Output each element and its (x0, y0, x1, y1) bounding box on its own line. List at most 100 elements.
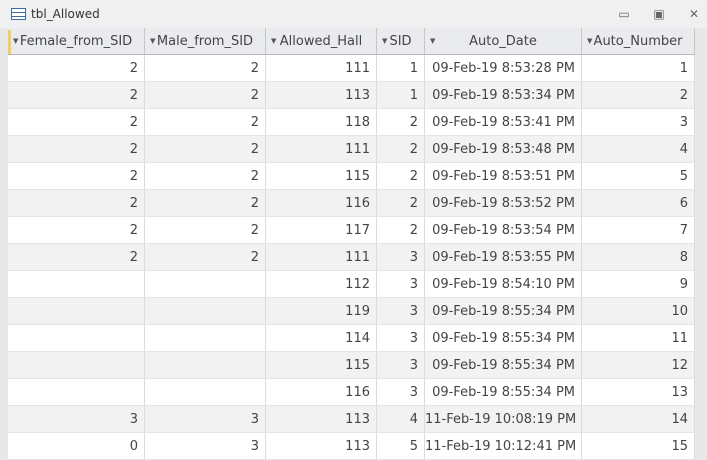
cell-sid[interactable]: 2 (377, 163, 425, 190)
cell-auto-date[interactable]: 11-Feb-19 10:08:19 PM (425, 406, 582, 433)
cell-male-from-sid[interactable]: 2 (145, 109, 266, 136)
cell-female-from-sid[interactable]: 0 (8, 433, 145, 460)
cell-male-from-sid[interactable]: 2 (145, 163, 266, 190)
cell-male-from-sid[interactable]: 2 (145, 190, 266, 217)
cell-auto-number[interactable]: 7 (582, 217, 695, 244)
cell-male-from-sid[interactable] (145, 352, 266, 379)
cell-auto-number[interactable]: 8 (582, 244, 695, 271)
cell-auto-number[interactable]: 11 (582, 325, 695, 352)
cell-auto-date[interactable]: 09-Feb-19 8:55:34 PM (425, 379, 582, 406)
cell-sid[interactable]: 3 (377, 271, 425, 298)
cell-allowed-hall[interactable]: 111 (266, 244, 377, 271)
cell-sid[interactable]: 2 (377, 217, 425, 244)
column-header-sid[interactable]: ▼ SID (377, 28, 425, 55)
cell-allowed-hall[interactable]: 115 (266, 163, 377, 190)
cell-female-from-sid[interactable]: 2 (8, 136, 145, 163)
cell-male-from-sid[interactable]: 2 (145, 136, 266, 163)
column-header-auto-date[interactable]: ▼ Auto_Date (425, 28, 582, 55)
cell-female-from-sid[interactable] (8, 271, 145, 298)
cell-auto-number[interactable]: 14 (582, 406, 695, 433)
cell-allowed-hall[interactable]: 115 (266, 352, 377, 379)
cell-sid[interactable]: 3 (377, 298, 425, 325)
cell-sid[interactable]: 3 (377, 352, 425, 379)
cell-female-from-sid[interactable]: 2 (8, 217, 145, 244)
cell-male-from-sid[interactable]: 2 (145, 55, 266, 82)
cell-sid[interactable]: 2 (377, 136, 425, 163)
cell-auto-date[interactable]: 09-Feb-19 8:53:48 PM (425, 136, 582, 163)
cell-allowed-hall[interactable]: 114 (266, 325, 377, 352)
cell-male-from-sid[interactable] (145, 325, 266, 352)
cell-female-from-sid[interactable] (8, 379, 145, 406)
cell-auto-date[interactable]: 09-Feb-19 8:55:34 PM (425, 352, 582, 379)
cell-allowed-hall[interactable]: 116 (266, 379, 377, 406)
dropdown-arrow-icon[interactable]: ▼ (271, 37, 277, 45)
cell-female-from-sid[interactable] (8, 298, 145, 325)
cell-allowed-hall[interactable]: 111 (266, 55, 377, 82)
cell-auto-number[interactable]: 6 (582, 190, 695, 217)
cell-sid[interactable]: 4 (377, 406, 425, 433)
cell-male-from-sid[interactable] (145, 379, 266, 406)
cell-female-from-sid[interactable]: 3 (8, 406, 145, 433)
cell-sid[interactable]: 3 (377, 325, 425, 352)
dropdown-arrow-icon[interactable]: ▼ (13, 37, 19, 45)
cell-auto-number[interactable]: 5 (582, 163, 695, 190)
cell-allowed-hall[interactable]: 111 (266, 136, 377, 163)
cell-auto-date[interactable]: 09-Feb-19 8:53:28 PM (425, 55, 582, 82)
cell-allowed-hall[interactable]: 117 (266, 217, 377, 244)
cell-auto-date[interactable]: 09-Feb-19 8:55:34 PM (425, 298, 582, 325)
column-header-male-from-sid[interactable]: ▼ Male_from_SID (145, 28, 266, 55)
cell-auto-number[interactable]: 13 (582, 379, 695, 406)
cell-auto-date[interactable]: 09-Feb-19 8:53:41 PM (425, 109, 582, 136)
close-icon[interactable]: ✕ (688, 7, 700, 21)
cell-female-from-sid[interactable]: 2 (8, 163, 145, 190)
dropdown-arrow-icon[interactable]: ▼ (150, 37, 156, 45)
cell-auto-number[interactable]: 12 (582, 352, 695, 379)
minimize-icon[interactable]: ▭ (618, 7, 630, 21)
vertical-scrollbar[interactable] (695, 28, 707, 460)
cell-female-from-sid[interactable]: 2 (8, 55, 145, 82)
cell-auto-number[interactable]: 10 (582, 298, 695, 325)
cell-auto-date[interactable]: 09-Feb-19 8:53:55 PM (425, 244, 582, 271)
cell-auto-number[interactable]: 2 (582, 82, 695, 109)
cell-auto-date[interactable]: 09-Feb-19 8:53:34 PM (425, 82, 582, 109)
cell-sid[interactable]: 1 (377, 82, 425, 109)
cell-sid[interactable]: 3 (377, 244, 425, 271)
cell-female-from-sid[interactable]: 2 (8, 190, 145, 217)
cell-male-from-sid[interactable]: 3 (145, 433, 266, 460)
column-header-female-from-sid[interactable]: ▼ Female_from_SID (8, 28, 145, 55)
cell-allowed-hall[interactable]: 113 (266, 433, 377, 460)
cell-male-from-sid[interactable] (145, 271, 266, 298)
cell-auto-number[interactable]: 9 (582, 271, 695, 298)
cell-auto-date[interactable]: 09-Feb-19 8:54:10 PM (425, 271, 582, 298)
cell-male-from-sid[interactable]: 3 (145, 406, 266, 433)
cell-sid[interactable]: 5 (377, 433, 425, 460)
cell-allowed-hall[interactable]: 119 (266, 298, 377, 325)
cell-female-from-sid[interactable]: 2 (8, 82, 145, 109)
dropdown-arrow-icon[interactable]: ▼ (382, 37, 388, 45)
cell-sid[interactable]: 1 (377, 55, 425, 82)
cell-auto-number[interactable]: 3 (582, 109, 695, 136)
cell-allowed-hall[interactable]: 113 (266, 406, 377, 433)
cell-female-from-sid[interactable]: 2 (8, 244, 145, 271)
cell-auto-date[interactable]: 09-Feb-19 8:53:54 PM (425, 217, 582, 244)
cell-male-from-sid[interactable]: 2 (145, 217, 266, 244)
cell-auto-number[interactable]: 1 (582, 55, 695, 82)
restore-icon[interactable]: ▣ (653, 7, 665, 21)
cell-allowed-hall[interactable]: 112 (266, 271, 377, 298)
cell-male-from-sid[interactable]: 2 (145, 244, 266, 271)
column-header-auto-number[interactable]: ▼ Auto_Number (582, 28, 695, 55)
cell-male-from-sid[interactable]: 2 (145, 82, 266, 109)
cell-auto-date[interactable]: 11-Feb-19 10:12:41 PM (425, 433, 582, 460)
dropdown-arrow-icon[interactable]: ▼ (430, 37, 436, 45)
cell-auto-number[interactable]: 15 (582, 433, 695, 460)
cell-sid[interactable]: 2 (377, 190, 425, 217)
cell-auto-date[interactable]: 09-Feb-19 8:53:52 PM (425, 190, 582, 217)
cell-sid[interactable]: 3 (377, 379, 425, 406)
cell-female-from-sid[interactable]: 2 (8, 109, 145, 136)
cell-sid[interactable]: 2 (377, 109, 425, 136)
cell-auto-date[interactable]: 09-Feb-19 8:53:51 PM (425, 163, 582, 190)
cell-auto-number[interactable]: 4 (582, 136, 695, 163)
cell-allowed-hall[interactable]: 113 (266, 82, 377, 109)
cell-female-from-sid[interactable] (8, 325, 145, 352)
cell-auto-date[interactable]: 09-Feb-19 8:55:34 PM (425, 325, 582, 352)
